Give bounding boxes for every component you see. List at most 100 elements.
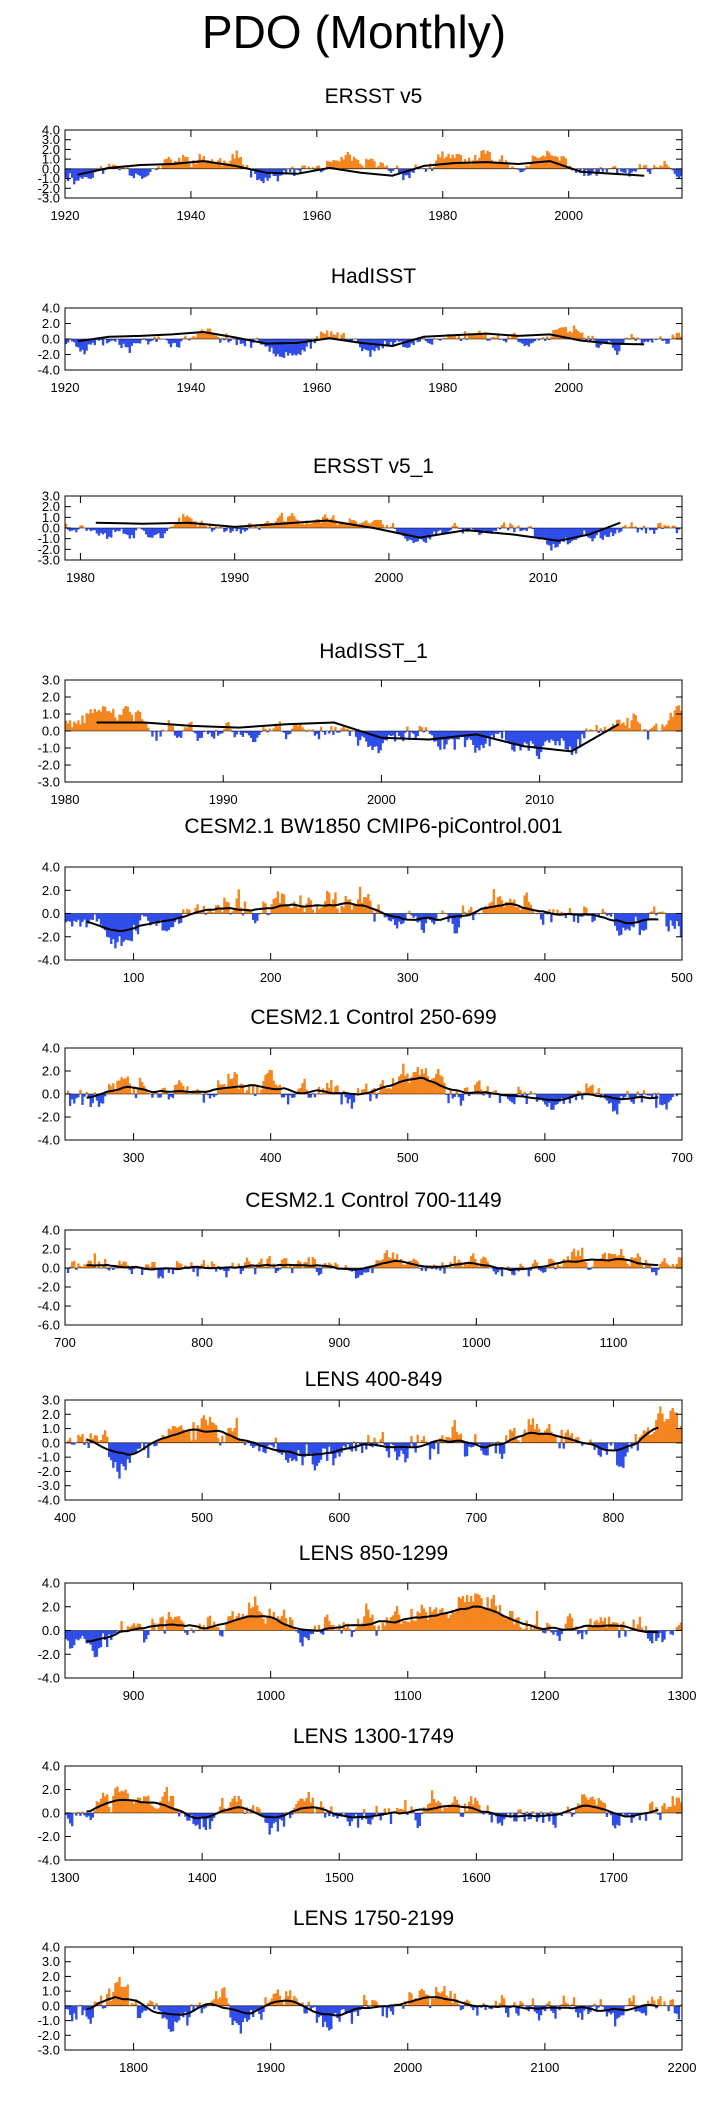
bar [256,913,259,921]
bar [500,731,504,739]
bar [408,1082,411,1094]
bar [130,339,134,346]
bar [457,1597,461,1631]
bar [478,1080,481,1094]
bar [103,528,107,533]
bar [574,731,578,754]
bar [140,2005,144,2013]
bar [315,336,319,339]
bar [85,913,88,928]
y-tick-label: 4.0 [42,1223,60,1238]
bar [416,339,419,343]
bar [435,1607,438,1631]
bar [126,167,129,169]
bar [395,1606,399,1631]
bar [309,1442,312,1454]
bar [79,339,82,352]
bar [591,168,594,172]
bar [412,1620,415,1631]
bar [143,528,146,531]
bar [408,528,411,540]
bar [356,1088,360,1094]
bar [455,731,458,740]
bar [317,165,321,169]
bar [66,913,70,922]
bar [383,731,386,741]
bar [655,528,658,530]
bar [428,2005,432,2009]
bar [68,2005,72,2016]
bar [564,1261,567,1268]
bar [457,334,461,339]
bar [498,731,502,733]
bar [363,731,366,738]
bar [73,913,76,921]
bar [114,339,117,342]
bar [180,2005,183,2014]
bar [280,1259,284,1268]
bar [523,895,526,914]
bar [262,1442,265,1453]
bar [463,1803,467,1813]
bar [406,1813,409,1816]
bar [566,2003,570,2006]
bar [348,1813,352,1827]
bar [256,1086,259,1094]
bar [566,1806,570,1813]
bar [229,728,232,731]
bar [651,1434,654,1443]
bar [636,1091,639,1094]
bar [558,1265,561,1268]
x-tick-label: 700 [465,1510,487,1525]
bar [544,1430,547,1443]
bar [317,731,321,740]
panel-title: ERSST v5_1 [313,455,434,478]
bar [268,1069,271,1094]
bar [85,339,88,351]
bar [651,339,654,343]
bar [474,731,477,753]
bar [572,1248,576,1268]
bar [210,1626,214,1631]
bar [319,1268,323,1274]
bar [301,727,304,731]
bar [79,2004,82,2006]
bar [566,1616,570,1631]
bar [595,1805,598,1813]
bar [544,1630,547,1634]
bar [108,1807,111,1813]
bar [443,1986,446,2006]
bar [332,1442,335,1466]
bar [675,2005,679,2014]
bar [463,1262,467,1268]
bar [87,2005,90,2020]
bar [591,2005,594,2007]
bar [552,2005,555,2013]
bar [200,731,203,738]
bar [101,1630,105,1634]
bar [344,1265,347,1268]
bar [68,913,72,922]
bar [546,1266,549,1268]
bar [418,339,421,342]
bar [385,1250,389,1268]
bar [233,158,236,169]
bar [500,1995,504,2006]
bar [616,913,619,931]
bar [576,1250,580,1268]
bar [385,165,389,169]
bar [128,1800,131,1813]
bar [73,1260,76,1268]
bar [352,903,356,914]
bar [157,1808,160,1813]
bar [490,159,493,169]
bar [579,1091,582,1094]
bar [266,1442,269,1447]
bar [303,1078,306,1094]
bar [677,2005,681,2020]
bar [667,339,670,344]
bar [219,1630,222,1636]
bar [400,1258,403,1268]
bar [64,523,68,528]
bar [311,2005,315,2008]
